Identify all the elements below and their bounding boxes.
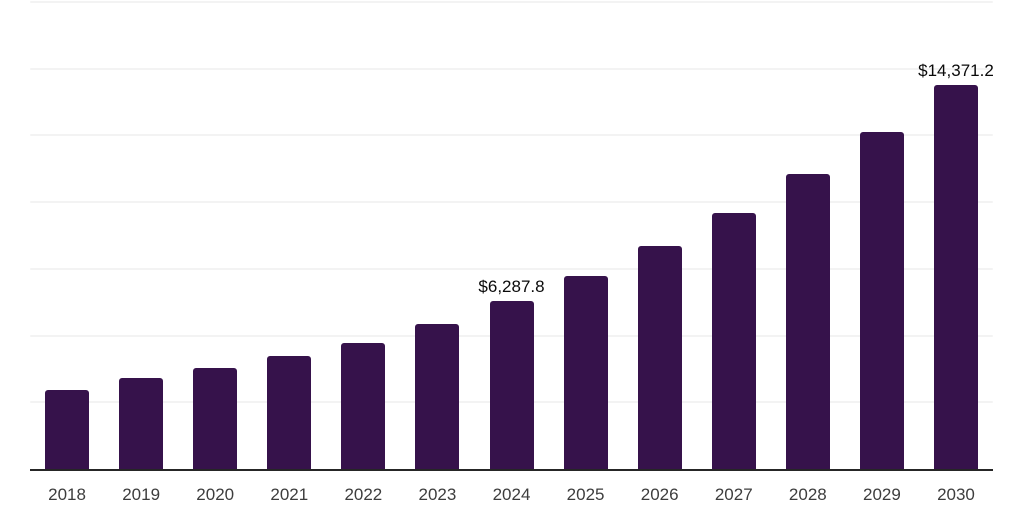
gridline [30, 267, 993, 270]
bar-slot-2028 [771, 2, 845, 469]
x-axis-tick-labels: 2018 2019 2020 2021 2022 2023 2024 2025 2026 2027… [30, 485, 993, 505]
bars-layer: $6,287.8 $14,371.2 [30, 2, 994, 469]
bar-2019 [119, 378, 164, 469]
bar-2027 [711, 213, 756, 469]
x-tick-label-2030: 2030 [937, 485, 975, 504]
bar-2022 [341, 343, 386, 469]
x-tick-label-2023: 2023 [418, 485, 457, 504]
bar-value-label-2030: $14,371.2 [918, 61, 994, 80]
bar-2020 [193, 368, 238, 469]
gridline [30, 1, 993, 3]
gridline [30, 201, 993, 204]
bar-slot-2023 [400, 2, 474, 469]
x-tick-label-2029: 2029 [862, 485, 901, 504]
bar-2026 [637, 246, 682, 469]
x-tick-label-2027: 2027 [714, 485, 753, 504]
bar-2018 [45, 390, 90, 469]
bar-2025 [563, 276, 608, 469]
bar-value-label-2024: $6,287.8 [478, 277, 545, 296]
x-tick-label-2026: 2026 [640, 485, 679, 504]
x-tick-label-2018: 2018 [48, 485, 86, 504]
bar-2030 [933, 85, 978, 469]
bar-slot-2029 [845, 2, 919, 469]
bar-2021 [267, 356, 312, 469]
x-tick-label-2019: 2019 [122, 485, 161, 504]
x-tick-label-2021: 2021 [270, 485, 309, 504]
x-axis-line [30, 469, 993, 471]
bar-slot-2022 [326, 2, 400, 469]
bar-slot-2030: $14,371.2 [918, 2, 994, 469]
x-tick-label-2022: 2022 [344, 485, 383, 504]
bar-2023 [415, 324, 460, 469]
x-tick-label-2020: 2020 [196, 485, 235, 504]
bar-2024 [489, 301, 534, 469]
bar-slot-2020 [178, 2, 252, 469]
bar-slot-2018 [30, 2, 104, 469]
gridline [30, 134, 993, 137]
bar-slot-2027 [697, 2, 771, 469]
bar-slot-2019 [104, 2, 178, 469]
x-tick-label-2024: 2024 [492, 485, 531, 504]
bar-slot-2025 [549, 2, 623, 469]
bar-slot-2026 [623, 2, 697, 469]
plot-area: $6,287.8 $14,371.2 [30, 1, 994, 469]
gridline [30, 67, 993, 70]
bar-slot-2021 [252, 2, 326, 469]
bar-2028 [785, 174, 830, 469]
bar-slot-2024: $6,287.8 [474, 2, 548, 469]
bar-2029 [859, 132, 904, 469]
x-tick-label-2028: 2028 [788, 485, 827, 504]
x-tick-label-2025: 2025 [566, 485, 605, 504]
